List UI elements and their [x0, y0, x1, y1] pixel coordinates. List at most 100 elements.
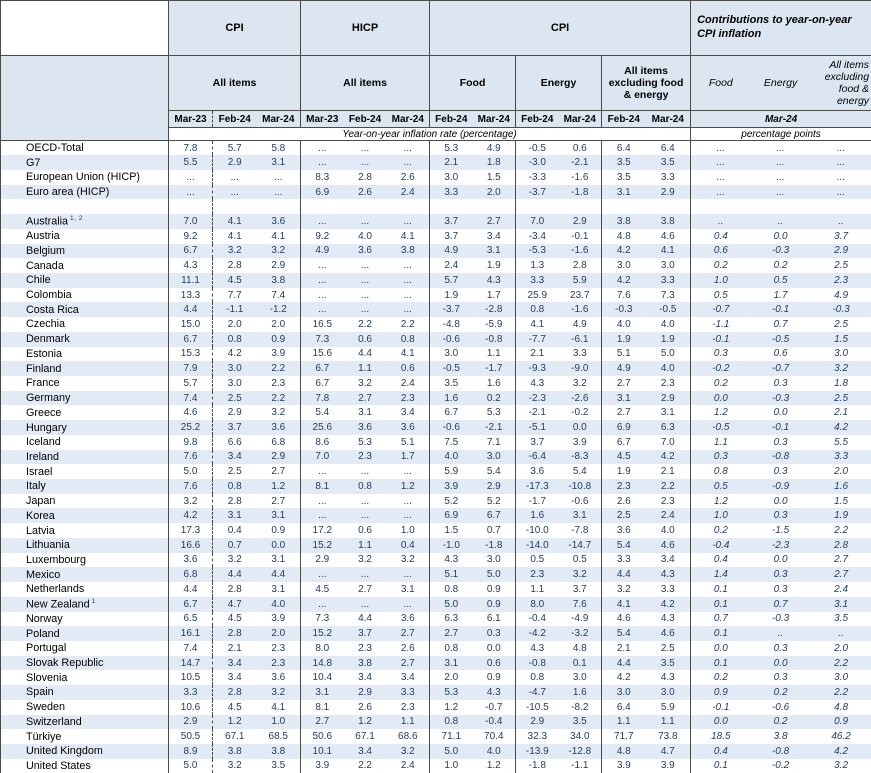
- row-label: G7: [0, 155, 169, 170]
- cell-hicp-mar24: 2.4: [386, 184, 431, 200]
- row-label: Estonia: [0, 346, 169, 362]
- cell-cpi-feb24: 2.8: [227, 583, 242, 595]
- row-label: Korea: [0, 508, 169, 524]
- cell-hicp-mar24: ...: [386, 567, 431, 583]
- subheader-hicp-all-items: All items: [300, 55, 431, 111]
- table-row: Slovenia 10.5 3.4 3.6 10.4 3.4 3.4 2.0 0.9 0.8 3.0…: [0, 670, 871, 686]
- cell-contrib-core: 2.2: [810, 685, 871, 700]
- table-row: Türkiye 50.5 67.1 68.5 50.6 67.1 68.6 71.1 70.4 3…: [0, 729, 871, 744]
- cell-food-mar24: 3.0: [472, 552, 517, 568]
- cell-contrib-energy: -1.5: [771, 525, 790, 537]
- cell-cpi-mar24: 2.3: [256, 655, 302, 671]
- cell-contrib-energy: 0.3: [773, 672, 788, 684]
- cell-contrib-food: 0.1: [690, 596, 751, 612]
- table-row: Denmark 6.7 0.8 0.9 7.3 0.6 0.8 -0.6 -0.8 -7.7 -6.…: [0, 331, 871, 347]
- cell-core-mar24: 3.0: [645, 685, 692, 700]
- cell-contrib-core: 3.2: [834, 760, 849, 772]
- cell-energy-feb24: 4.3: [530, 642, 545, 654]
- cell-hicp-mar23: ...: [300, 596, 344, 612]
- cell-food-feb24: 1.6: [429, 390, 473, 406]
- group-header-cpi-components: CPI: [429, 0, 692, 56]
- cell-food-mar24: [472, 199, 517, 215]
- row-label: Ireland: [0, 449, 169, 465]
- top-left-spacer: [0, 0, 169, 56]
- row-label: Belgium: [0, 243, 169, 259]
- cell-cpi-mar24: 3.6: [256, 670, 302, 686]
- cell-hicp-mar24: ...: [386, 464, 431, 480]
- cell-hicp-feb24: ...: [343, 567, 387, 583]
- cell-hicp-feb24: ...: [360, 289, 370, 301]
- cell-hicp-feb24: 3.2: [358, 554, 372, 566]
- cell-hicp-mar23: ...: [300, 155, 344, 170]
- cell-cpi-feb24: 5.7: [227, 142, 242, 154]
- cell-hicp-mar24: 2.7: [386, 655, 431, 671]
- cell-contrib-core: 4.9: [834, 289, 849, 301]
- row-label: Mexico: [0, 567, 169, 583]
- cell-core-mar24: 2.9: [645, 184, 692, 200]
- cell-cpi-mar24: 2.0: [256, 626, 302, 641]
- row-label: Norway: [0, 611, 169, 627]
- table-row: Costa Rica 4.4 -1.1 -1.2......... -3.7 -2.8 0.…: [0, 302, 871, 318]
- cell-core-feb24: 4.2: [601, 272, 646, 288]
- cell-hicp-mar24: 2.7: [386, 626, 431, 641]
- cell-cpi-mar24: 3.1: [256, 582, 302, 597]
- cell-hicp-mar23: 6.7: [300, 361, 344, 376]
- cell-contrib-core: 3.1: [810, 596, 871, 612]
- cell-energy-feb24: 1.3: [530, 260, 545, 272]
- cell-food-mar24: 1.2: [472, 758, 517, 773]
- cell-core-feb24: 3.2: [616, 583, 631, 595]
- table-row: Euro area (HICP)......... 6.9 2.6 2.4 3.3 2.0…: [0, 184, 871, 200]
- cell-cpi-mar24: 3.1: [256, 552, 302, 568]
- cell-contrib-energy: -0.1: [750, 302, 811, 318]
- cell-hicp-feb24: 3.1: [358, 407, 372, 419]
- cell-cpi-mar23: 6.8: [168, 567, 213, 583]
- cell-hicp-mar24: 3.4: [386, 670, 431, 686]
- cell-cpi-feb24: 0.7: [212, 537, 257, 553]
- cell-core-mar24: 2.5: [645, 640, 692, 656]
- cell-cpi-mar23: 5.0: [168, 758, 213, 773]
- cell-hicp-mar23: 4.5: [315, 583, 330, 595]
- period-cpi-feb24: Feb-24: [212, 110, 257, 128]
- cell-food-feb24: 4.3: [444, 554, 459, 566]
- cell-core-mar24: 4.0: [645, 523, 692, 538]
- cell-hicp-mar24: ...: [386, 287, 431, 303]
- cell-core-mar24: [645, 199, 692, 215]
- cell-energy-mar24: -1.6: [558, 302, 603, 318]
- cell-core-mar24: 3.4: [645, 552, 692, 568]
- cell-hicp-mar23: 3.9: [315, 760, 330, 772]
- cell-food-mar24: 2.7: [472, 214, 517, 229]
- cell-contrib-core: 2.4: [834, 583, 849, 595]
- cell-hicp-mar24: 2.4: [386, 758, 431, 773]
- cell-core-feb24: 4.0: [616, 318, 631, 330]
- cell-core-feb24: 2.5: [601, 508, 646, 524]
- cell-contrib-energy: -0.2: [771, 760, 790, 772]
- cell-cpi-feb24: 4.4: [212, 567, 257, 583]
- table-row: United States 5.0 3.2 3.5 3.9 2.2 2.4 1.0 1.2 -1.…: [0, 758, 871, 773]
- cell-hicp-feb24: 1.1: [343, 537, 387, 553]
- cell-contrib-food: -1.1: [712, 318, 730, 330]
- cell-hicp-feb24: 2.6: [343, 184, 387, 200]
- cell-energy-mar24: 3.9: [558, 434, 603, 450]
- cell-cpi-feb24: 3.8: [212, 743, 257, 759]
- cell-energy-feb24: 2.1: [530, 348, 545, 360]
- cell-hicp-mar24: [386, 199, 431, 215]
- cell-food-mar24: 4.3: [472, 272, 517, 288]
- table-row: Greece 4.6 2.9 3.2 5.4 3.1 3.4 6.7 5.3 -2.1 -0.2 2.…: [0, 405, 871, 421]
- cell-hicp-mar24: 5.1: [386, 434, 431, 450]
- cell-contrib-energy: -0.1: [750, 420, 811, 435]
- cell-cpi-mar23: 4.4: [168, 302, 213, 318]
- cell-hicp-feb24: 2.3: [358, 642, 372, 654]
- cell-food-mar24: 1.1: [472, 346, 517, 362]
- cell-cpi-mar23: 7.4: [168, 640, 213, 656]
- cell-cpi-mar23: 7.4: [168, 390, 213, 406]
- cell-food-feb24: 5.7: [429, 272, 473, 288]
- cell-food-mar24: -1.7: [472, 361, 517, 376]
- cell-core-mar24: 2.1: [645, 464, 692, 480]
- cell-core-feb24: 4.4: [601, 655, 646, 671]
- cell-food-mar24: 4.3: [472, 685, 517, 700]
- cell-hicp-mar23: ...: [318, 260, 327, 272]
- cell-energy-mar24: -1.1: [558, 758, 603, 773]
- unit-label-rates: Year-on-year inflation rate (percentage): [167, 127, 692, 141]
- cell-energy-feb24: -9.3: [515, 361, 559, 376]
- cell-contrib-food: 0.1: [690, 655, 751, 671]
